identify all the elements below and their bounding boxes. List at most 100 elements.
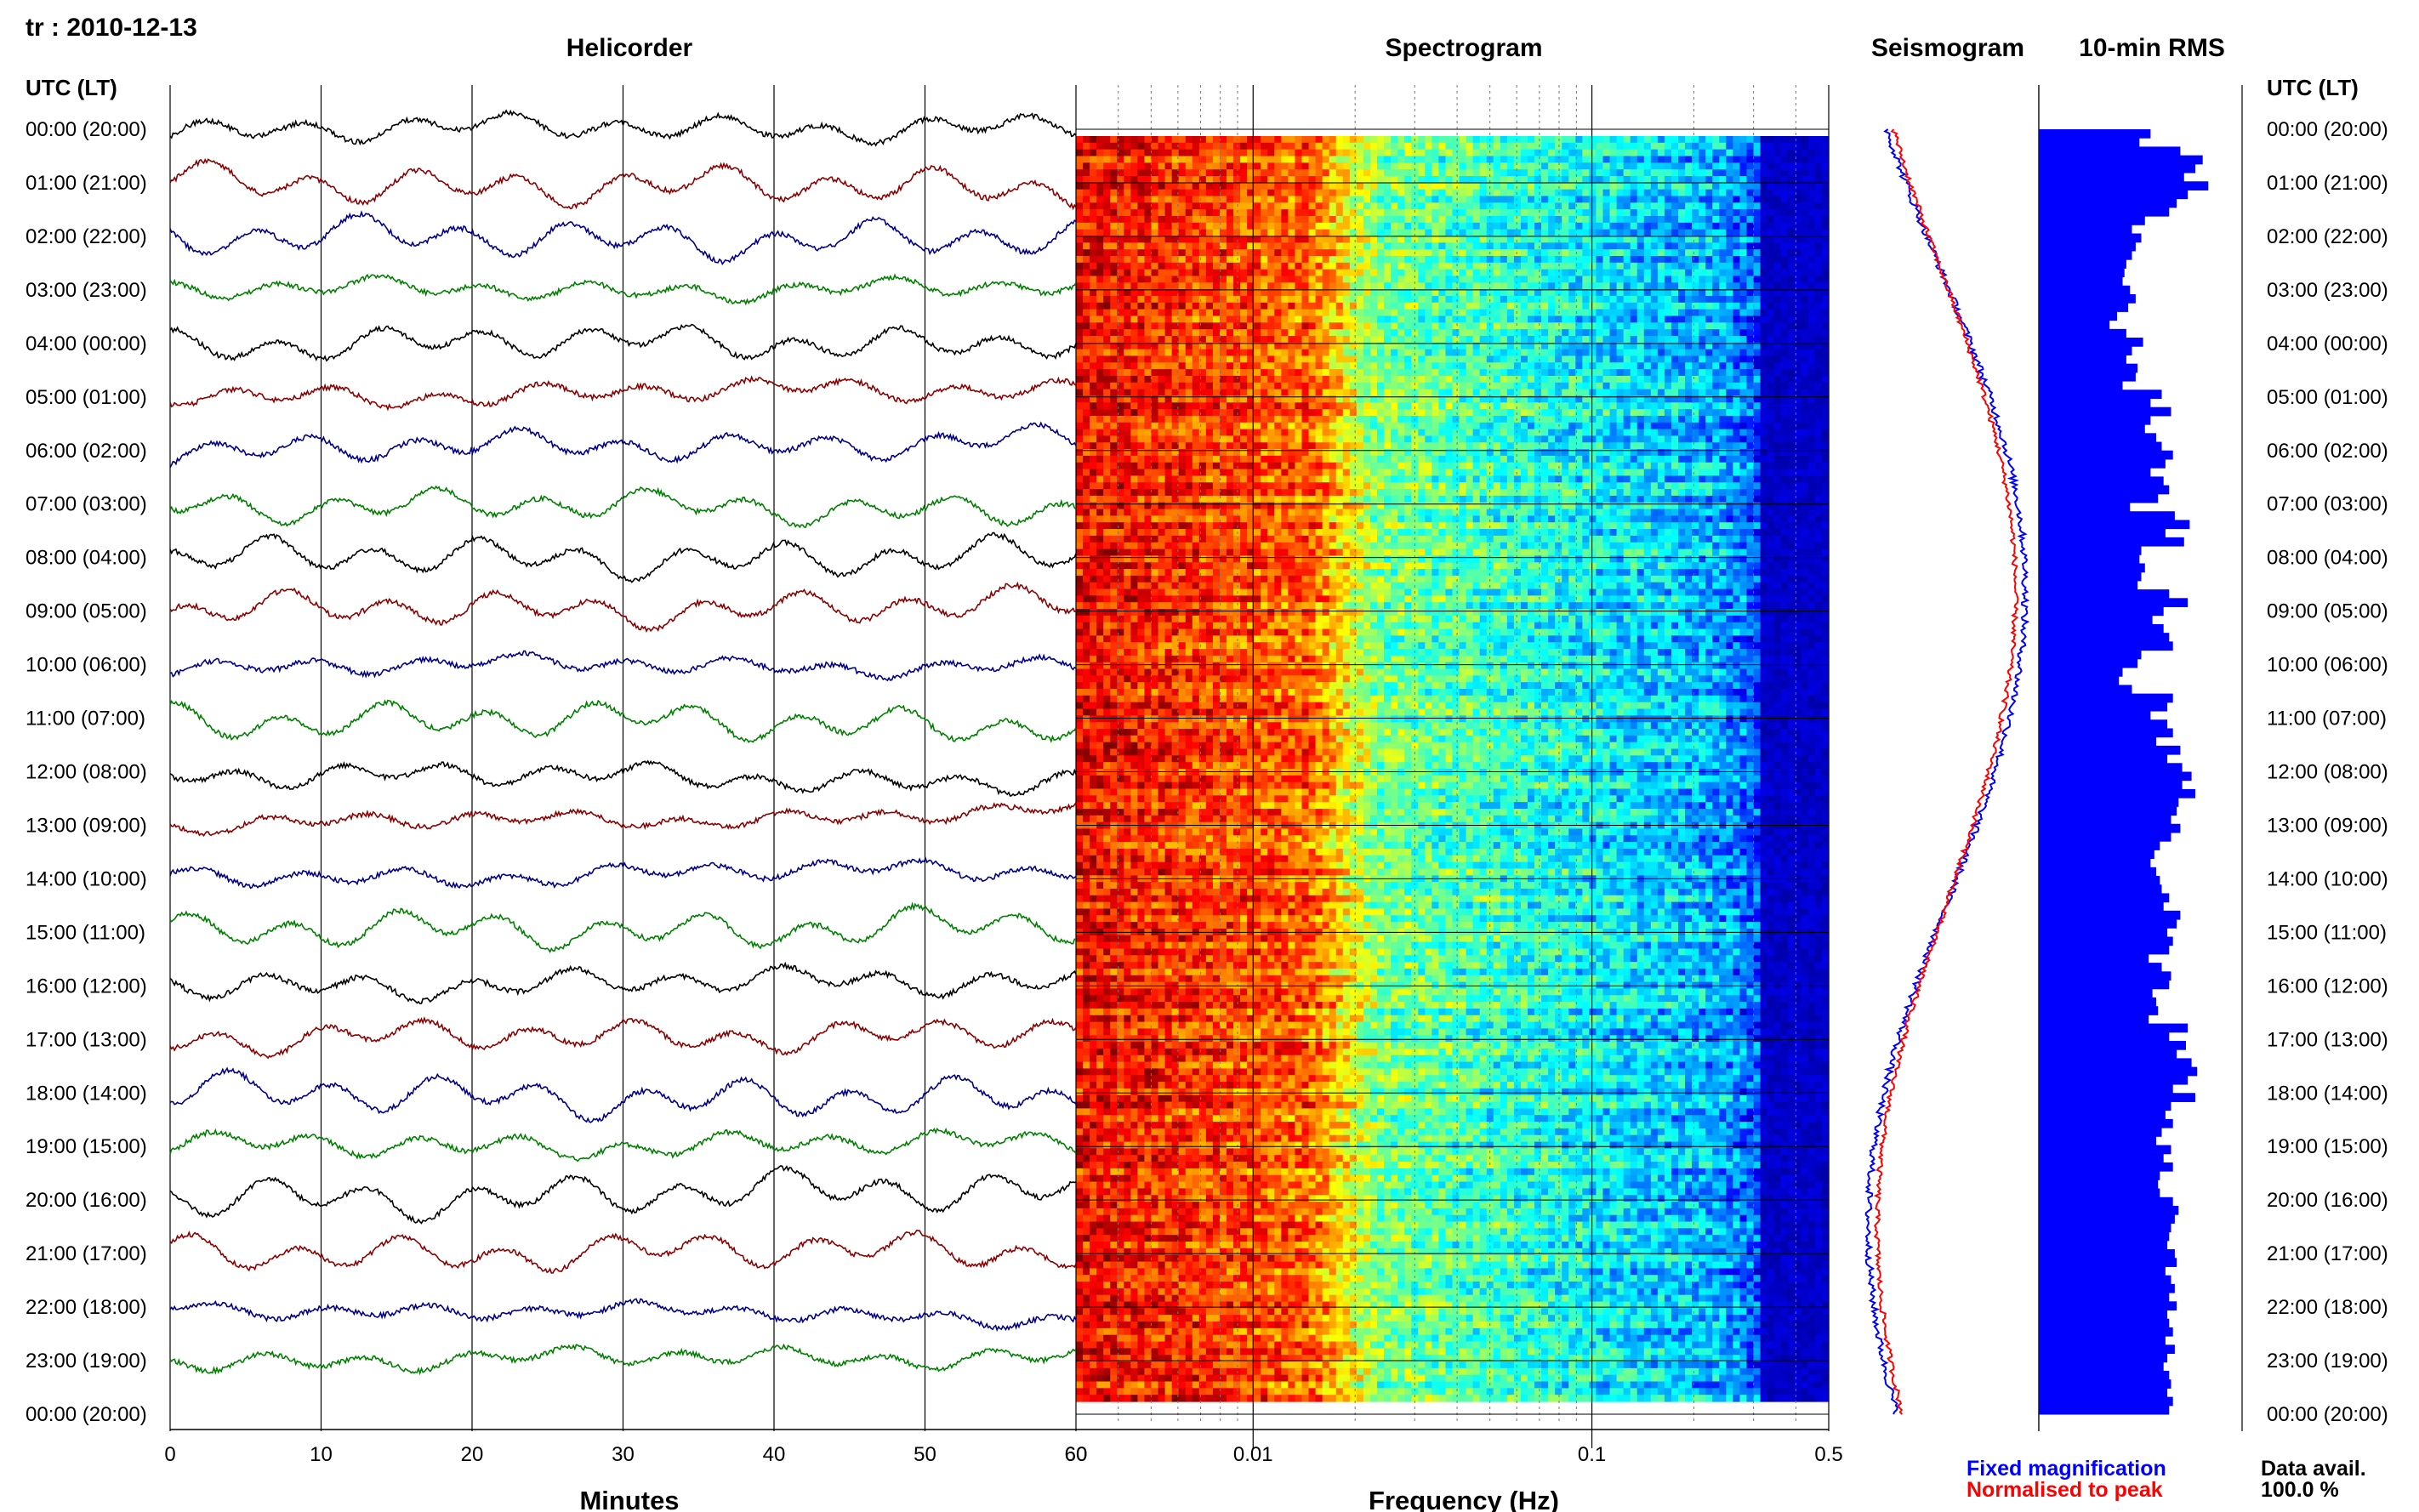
spectrogram-cell	[1699, 315, 1706, 323]
spectrogram-cell	[1363, 295, 1371, 304]
spectrogram-cell	[1699, 409, 1706, 417]
spectrogram-cell	[1506, 322, 1515, 330]
spectrogram-cell	[1636, 262, 1645, 270]
spectrogram-cell	[1137, 169, 1146, 177]
spectrogram-cell	[1685, 315, 1693, 323]
spectrogram-cell	[1281, 369, 1289, 377]
spectrogram-cell	[1466, 415, 1474, 423]
spectrogram-cell	[1431, 315, 1440, 323]
spectrogram-cell	[1117, 182, 1124, 190]
spectrogram-cell	[1733, 162, 1741, 170]
spectrogram-cell	[1233, 349, 1241, 357]
spectrogram-cell	[1459, 276, 1467, 283]
spectrogram-cell	[1801, 136, 1809, 144]
spectrogram-cell	[1240, 429, 1248, 437]
spectrogram-cell	[1699, 269, 1706, 277]
spectrogram-cell	[1678, 409, 1686, 417]
spectrogram-cell	[1103, 142, 1111, 151]
spectrogram-cell	[1438, 136, 1447, 144]
spectrogram-cell	[1664, 402, 1672, 410]
spectrogram-cell	[1261, 415, 1268, 423]
spectrogram-cell	[1528, 236, 1535, 243]
spectrogram-cell	[1227, 349, 1234, 357]
spectrogram-cell	[1103, 242, 1111, 250]
spectrogram-cell	[1692, 189, 1699, 197]
spectrogram-cell	[1685, 215, 1693, 224]
spectrogram-cell	[1548, 269, 1556, 277]
spectrogram-cell	[1254, 149, 1261, 157]
spectrogram-cell	[1801, 329, 1809, 337]
spectrogram-cell	[1096, 302, 1104, 310]
spectrogram-cell	[1103, 196, 1111, 203]
spectrogram-cell	[1746, 175, 1755, 184]
spectrogram-cell	[1356, 422, 1364, 430]
spectrogram-cell	[1247, 142, 1255, 151]
spectrogram-cell	[1288, 369, 1296, 377]
spectrogram-cell	[1623, 156, 1631, 163]
spectrogram-cell	[1391, 429, 1398, 437]
spectrogram-cell	[1472, 142, 1481, 151]
spectrogram-cell	[1425, 262, 1432, 270]
spectrogram-cell	[1301, 202, 1310, 210]
spectrogram-cell	[1281, 389, 1289, 397]
spectrogram-cell	[1623, 422, 1631, 430]
spectrogram-cell	[1623, 389, 1631, 397]
spectrogram-cell	[1671, 175, 1679, 184]
spectrogram-cell	[1349, 236, 1357, 243]
spectrogram-cell	[1233, 409, 1241, 417]
spectrogram-cell	[1198, 402, 1207, 410]
spectrogram-cell	[1356, 342, 1364, 350]
spectrogram-cell	[1486, 269, 1494, 277]
spectrogram-cell	[1103, 349, 1111, 357]
spectrogram-cell	[1500, 382, 1508, 390]
spectrogram-cell	[1240, 202, 1248, 210]
spectrogram-cell	[1192, 142, 1200, 151]
spectrogram-cell	[1335, 382, 1344, 390]
spectrogram-cell	[1506, 236, 1515, 243]
spectrogram-cell	[1431, 209, 1440, 217]
spectrogram-cell	[1466, 395, 1474, 403]
spectrogram-cell	[1335, 189, 1344, 197]
spectrogram-cell	[1418, 402, 1426, 410]
spectrogram-cell	[1076, 382, 1084, 390]
spectrogram-cell	[1596, 289, 1604, 297]
spectrogram-cell	[1377, 355, 1385, 363]
spectrogram-cell	[1493, 149, 1501, 157]
spectrogram-cell	[1636, 162, 1645, 170]
spectrogram-cell	[1657, 182, 1665, 190]
spectrogram-cell	[1643, 315, 1652, 323]
spectrogram-cell	[1247, 409, 1255, 417]
spectrogram-cell	[1329, 209, 1337, 217]
spectrogram-cell	[1719, 322, 1727, 330]
spectrogram-cell	[1773, 355, 1782, 363]
spectrogram-cell	[1520, 196, 1528, 203]
spectrogram-cell	[1466, 389, 1474, 397]
spectrogram-cell	[1185, 435, 1193, 443]
spectrogram-cell	[1185, 335, 1193, 344]
spectrogram-cell	[1726, 249, 1733, 257]
spectrogram-cell	[1814, 209, 1823, 217]
spectrogram-cell	[1267, 342, 1275, 350]
spectrogram-cell	[1562, 409, 1569, 417]
spectrogram-cell	[1404, 255, 1412, 264]
spectrogram-cell	[1685, 162, 1693, 170]
spectrogram-cell	[1076, 162, 1084, 170]
spectrogram-cell	[1438, 382, 1447, 390]
spectrogram-cell	[1254, 429, 1261, 437]
spectrogram-cell	[1452, 249, 1460, 257]
spectrogram-cell	[1274, 182, 1282, 190]
spectrogram-cell	[1137, 269, 1146, 277]
spectrogram-cell	[1520, 415, 1528, 423]
spectrogram-cell	[1205, 175, 1214, 184]
spectrogram-cell	[1452, 175, 1460, 184]
spectrogram-cell	[1404, 215, 1412, 224]
spectrogram-cell	[1548, 262, 1556, 270]
spectrogram-cell	[1192, 335, 1200, 344]
spectrogram-cell	[1349, 169, 1357, 177]
spectrogram-cell	[1356, 149, 1364, 157]
spectrogram-cell	[1616, 262, 1625, 270]
spectrogram-cell	[1205, 162, 1214, 170]
spectrogram-cell	[1384, 362, 1392, 370]
spectrogram-cell	[1643, 402, 1652, 410]
spectrogram-cell	[1699, 262, 1706, 270]
